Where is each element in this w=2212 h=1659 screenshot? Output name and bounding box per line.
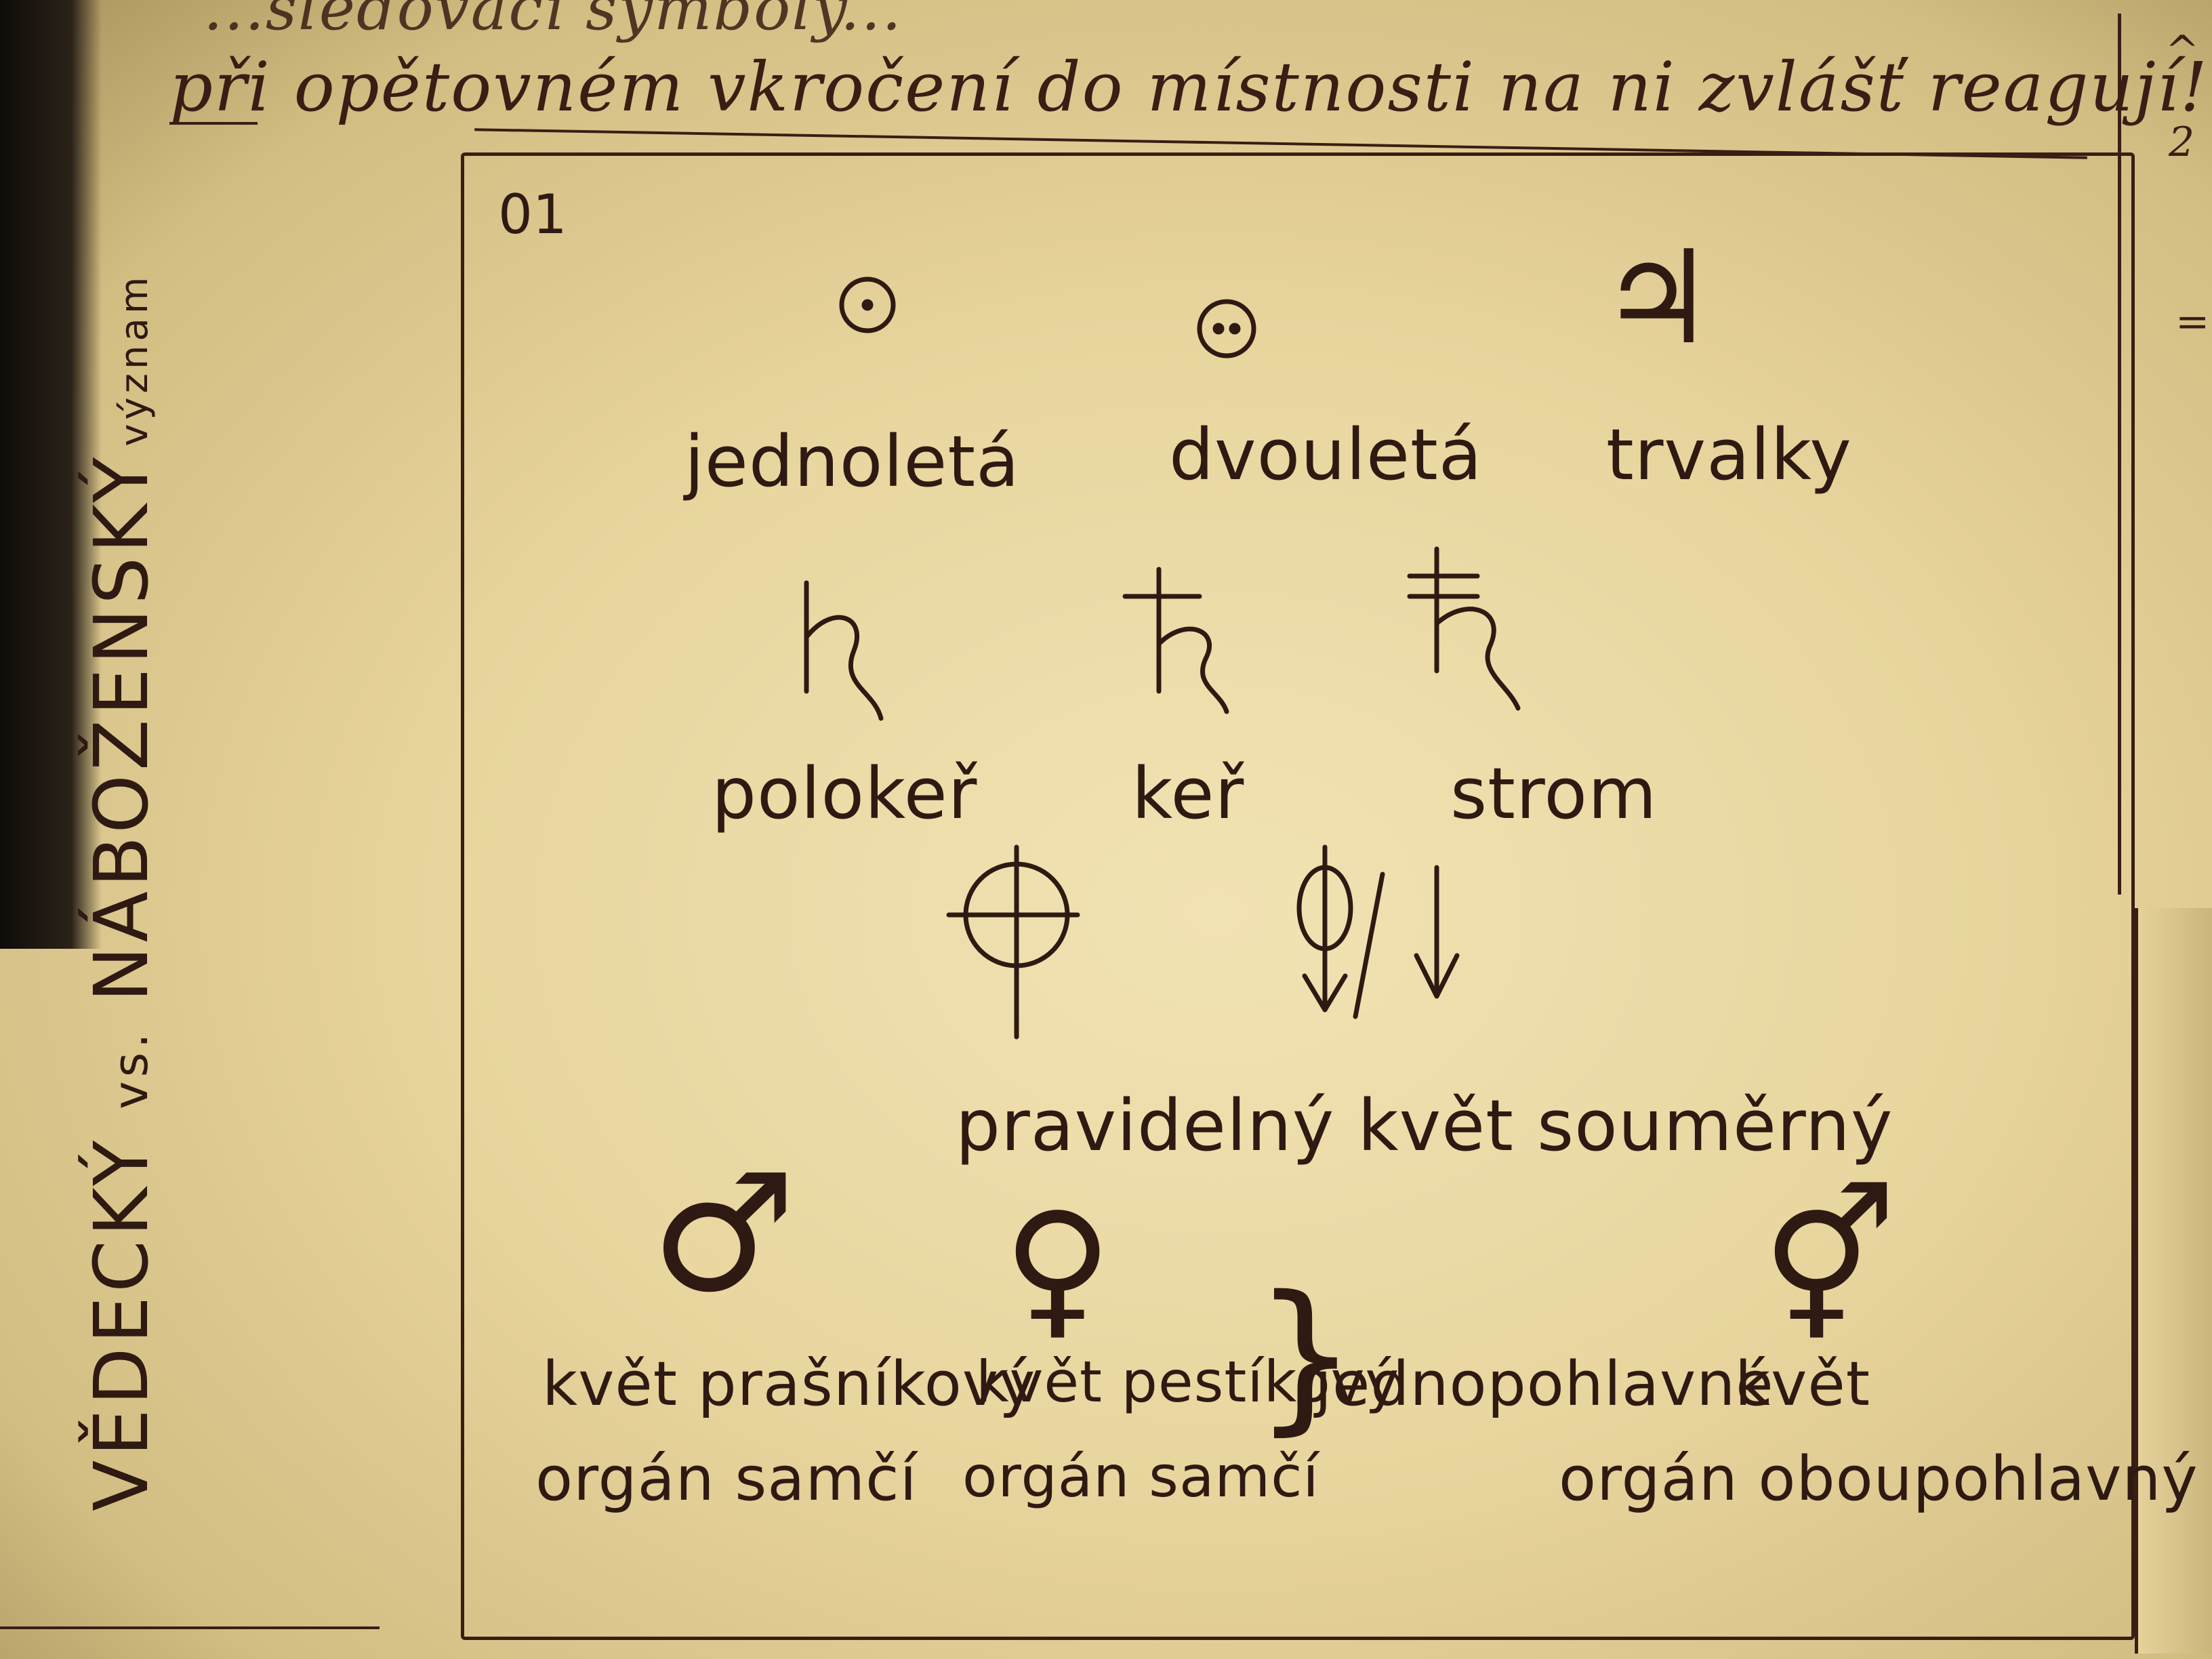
label-unisexual: jednopohlavné (1315, 1349, 1774, 1420)
annual-circle-dot-icon (839, 276, 896, 333)
label-flower-symmetry: pravidelný květ souměrný (956, 1084, 1893, 1167)
bottom-line (0, 1626, 380, 1629)
zygomorphic-flower-icon (1296, 844, 1460, 1019)
header-main-line: při opětovném vkročení do místnosti na n… (169, 47, 2209, 127)
label-female-line2: orgán samčí (962, 1443, 1319, 1510)
label-annual: jednoletá (684, 420, 1020, 503)
biennial-circle-two-dots-icon (1197, 299, 1256, 359)
perennial-jupiter-icon: ♃ (1599, 223, 1715, 373)
right-edge-line (2118, 14, 2121, 895)
bracket-line (169, 122, 258, 125)
symbols-frame (461, 152, 2135, 1640)
saturn-shrub-icon (1122, 567, 1229, 714)
unisexual-brace: } (1254, 1261, 1357, 1450)
label-perennial: trvalky (1606, 413, 1852, 496)
saturn-subshrub-icon (804, 580, 884, 721)
title-suffix: význam (112, 272, 157, 447)
saturn-tree-icon (1407, 546, 1521, 711)
hermaphrodite-symbol-icon: ⚥ (1762, 1181, 1897, 1354)
label-biennial: dvouletá (1169, 413, 1483, 496)
header-top-line: ...sledovací symboly... (203, 0, 903, 44)
label-tree: strom (1450, 752, 1658, 835)
page-shadow (0, 0, 102, 949)
label-female-line1: květ pestíkový (976, 1349, 1400, 1415)
male-symbol-icon: ♂ (651, 1139, 797, 1328)
adjacent-page-edge (2135, 908, 2212, 1654)
regular-flower-icon (946, 844, 1080, 1040)
label-male-line1: květ prašníkový (542, 1349, 1036, 1420)
female-symbol-icon: ♀ (1003, 1181, 1113, 1354)
side-note: ^ (2165, 27, 2201, 75)
title-religious: NÁBOŽENSKÝ (78, 453, 165, 1002)
label-bisexual-line2: orgán oboupohlavný (1559, 1443, 2198, 1515)
label-bisexual-line1: květ (1735, 1349, 1871, 1420)
side-note: 2 (2169, 119, 2196, 166)
label-male-line2: orgán samčí (535, 1443, 918, 1515)
vertical-title: VĚDECKÝ vs. NÁBOŽENSKÝ význam (78, 273, 165, 1511)
side-note: = (2175, 298, 2211, 346)
label-shrub: keř (1132, 752, 1245, 835)
title-scientific: VĚDECKÝ (78, 1136, 165, 1511)
label-subshrub: polokeř (712, 752, 978, 835)
title-vs: vs. (103, 1029, 159, 1109)
frame-number: 01 (498, 183, 567, 246)
